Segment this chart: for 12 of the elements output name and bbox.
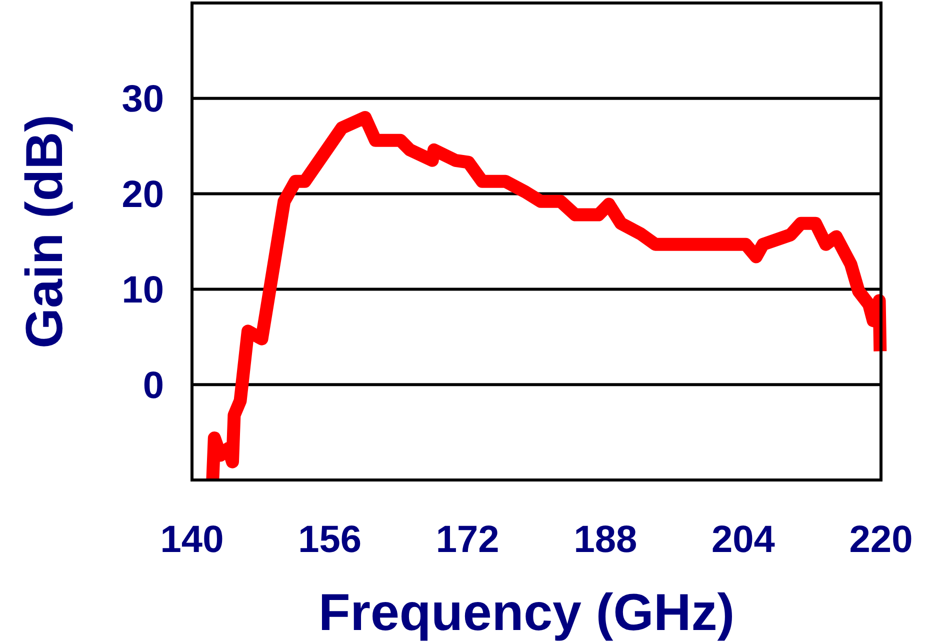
y-tick-label: 20	[122, 174, 164, 216]
y-tick-label: 10	[122, 270, 164, 312]
x-tick-label: 188	[574, 519, 638, 561]
x-tick-label: 204	[711, 519, 775, 561]
x-tick-label: 172	[436, 519, 500, 561]
x-tick-label: 140	[160, 519, 224, 561]
y-tick-label: 30	[122, 78, 164, 121]
x-tick-label: 220	[849, 519, 913, 561]
x-axis-title: Frequency (GHz)	[318, 584, 735, 642]
y-axis-title: Gain (dB)	[16, 114, 74, 348]
y-tick-label: 0	[142, 364, 164, 407]
x-tick-label: 156	[298, 519, 362, 561]
